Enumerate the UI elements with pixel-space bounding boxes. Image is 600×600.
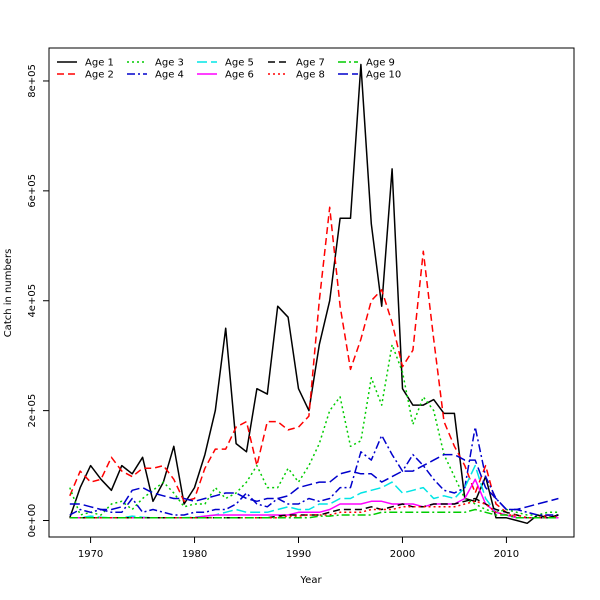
x-tick-label: 1970 <box>78 549 103 560</box>
legend-label: Age 8 <box>296 70 325 81</box>
y-tick-label: 0e+00 <box>27 504 38 538</box>
series-line-age-9 <box>69 508 559 519</box>
series-line-age-5 <box>69 464 559 519</box>
series-line-age-4 <box>69 426 559 516</box>
legend-label: Age 10 <box>366 70 401 81</box>
y-tick-label: 4e+05 <box>27 284 38 318</box>
x-tick-label: 1990 <box>286 549 311 560</box>
series-layer <box>69 63 559 525</box>
legend-label: Age 7 <box>296 58 325 69</box>
x-tick-label: 2000 <box>390 549 415 560</box>
legend-label: Age 4 <box>155 70 184 81</box>
y-tick-label: 8e+05 <box>27 64 38 98</box>
x-tick-label: 1980 <box>182 549 207 560</box>
y-tick-label: 2e+05 <box>27 394 38 428</box>
y-axis: 0e+00 2e+05 4e+05 6e+05 8e+05 <box>27 64 49 537</box>
y-axis-title: Catch in numbers <box>3 249 14 338</box>
legend-label: Age 1 <box>85 58 114 69</box>
legend-label: Age 3 <box>155 58 184 69</box>
series-line-age-2 <box>69 206 559 519</box>
x-axis: 1970 1980 1990 2000 2010 <box>78 537 519 560</box>
series-line-age-10 <box>69 453 559 511</box>
legend-label: Age 9 <box>366 58 395 69</box>
plot-frame <box>48 47 575 538</box>
y-tick-label: 6e+05 <box>27 174 38 208</box>
x-tick-label: 2010 <box>494 549 519 560</box>
series-line-age-1 <box>69 63 559 525</box>
legend-label: Age 5 <box>225 58 254 69</box>
legend-label: Age 6 <box>225 70 254 81</box>
legend-label: Age 2 <box>85 70 114 81</box>
x-axis-title: Year <box>299 575 322 586</box>
series-line-age-3 <box>69 343 559 516</box>
